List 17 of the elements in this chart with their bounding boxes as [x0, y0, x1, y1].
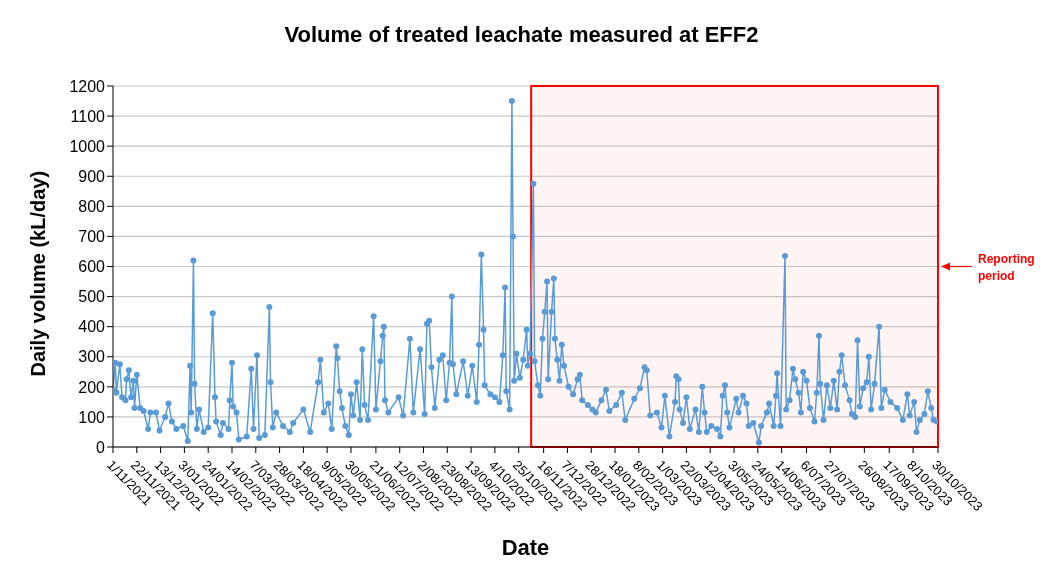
band-label: Reporting period: [978, 251, 1035, 283]
y-tick-label: 900: [78, 167, 106, 185]
y-tick-label: 0: [96, 438, 106, 456]
y-tick-label: 1000: [69, 137, 106, 155]
chart-title: Volume of treated leachate measured at EFF2: [283, 22, 760, 48]
y-tick-label: 1200: [69, 77, 106, 95]
x-axis-title: Date: [501, 535, 550, 560]
y-tick-label: 300: [78, 348, 106, 366]
y-axis-title: Daily volume (kL/day): [27, 170, 50, 377]
y-tick-label: 100: [78, 408, 106, 426]
y-tick-label: 800: [78, 198, 106, 216]
y-tick-label: 600: [78, 258, 106, 276]
y-tick-label: 1100: [70, 107, 106, 125]
y-tick-label: 200: [78, 378, 106, 396]
y-tick-label: 400: [78, 318, 106, 336]
y-tick-label: 700: [78, 228, 106, 246]
y-tick-label: 500: [78, 288, 106, 306]
